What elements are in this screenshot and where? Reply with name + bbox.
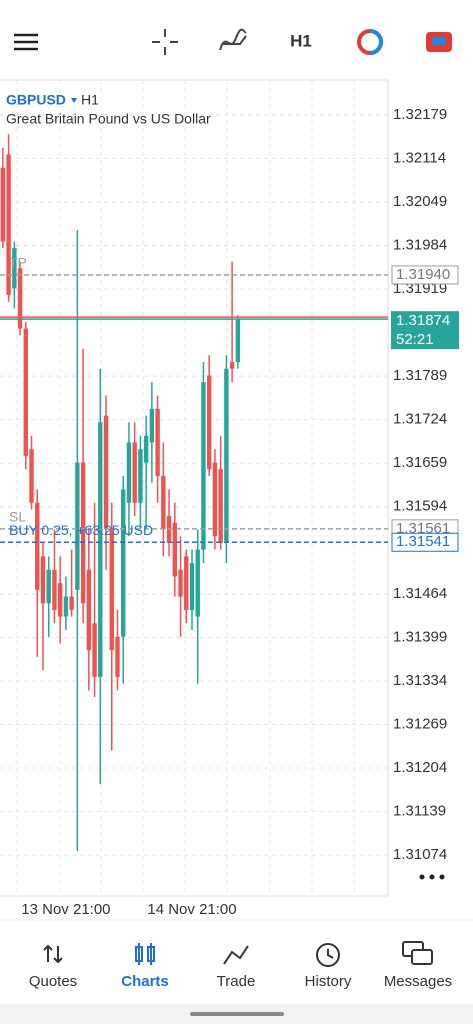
- timeframe-button[interactable]: H1: [290, 31, 312, 50]
- price-box: [391, 311, 459, 350]
- x-tick-label: 13 Nov 21:00: [21, 901, 110, 918]
- line-label[interactable]: TP: [9, 255, 27, 271]
- symbol-description: Great Britain Pound vs US Dollar: [6, 111, 211, 127]
- candle-body: [46, 569, 51, 604]
- candle-body: [29, 449, 34, 503]
- candle-body: [229, 362, 235, 369]
- x-tick-label: 14 Nov 21:00: [147, 901, 236, 918]
- price-label: 1.31541: [396, 533, 450, 550]
- line-label[interactable]: BUY 0.25, +63.25 USD: [9, 522, 153, 538]
- y-tick-label: 1.31724: [393, 411, 447, 428]
- candle-body: [224, 368, 229, 543]
- candle-body: [235, 319, 241, 363]
- candle-body: [75, 462, 80, 590]
- candle-body: [212, 462, 218, 537]
- candle-body: [17, 268, 23, 329]
- candle-body: [121, 489, 126, 637]
- candle-body: [115, 636, 120, 677]
- nav-item[interactable]: History: [305, 973, 352, 990]
- y-tick-label: 1.31984: [393, 236, 447, 253]
- y-tick-label: 1.32114: [393, 149, 446, 166]
- candle-body: [52, 569, 57, 610]
- candle-body: [98, 422, 103, 677]
- crosshair-button[interactable]: [152, 29, 178, 55]
- candle-body: [23, 328, 28, 456]
- candle-body: [92, 623, 97, 677]
- candle-body: [155, 408, 160, 476]
- y-tick-label: 1.31139: [393, 803, 446, 820]
- indicators-button[interactable]: [219, 28, 247, 51]
- nav-item[interactable]: Messages: [384, 973, 452, 990]
- home-indicator[interactable]: [190, 1012, 284, 1016]
- candle-body: [109, 529, 114, 651]
- candle-body: [63, 596, 69, 617]
- more-button[interactable]: [419, 874, 445, 880]
- y-tick-label: 1.31464: [393, 585, 447, 602]
- bar-timer: 52:21: [396, 331, 434, 348]
- candle-body: [40, 556, 46, 604]
- candle-body: [218, 469, 223, 543]
- candle-body: [0, 167, 6, 242]
- price-label: 1.31874: [396, 312, 450, 329]
- candle-body: [143, 435, 149, 463]
- line-label[interactable]: SL: [9, 509, 26, 525]
- candle-body: [184, 556, 189, 610]
- vertical-grid: [16, 80, 355, 896]
- candle-body: [195, 549, 200, 617]
- symbol[interactable]: GBPUSD: [6, 92, 66, 108]
- y-tick-label: 1.31334: [393, 672, 447, 689]
- y-tick-label: 1.31399: [393, 628, 447, 645]
- candle-body: [172, 522, 178, 577]
- price-box: [391, 532, 459, 552]
- price-label: 1.31561: [396, 520, 450, 537]
- y-tick-label: 1.31659: [393, 454, 447, 471]
- trade-button[interactable]: [426, 32, 452, 52]
- y-tick-label: 1.32049: [393, 193, 447, 210]
- price-box: [391, 265, 459, 285]
- chart-timeframe: H1: [81, 92, 99, 108]
- candle-body: [149, 408, 155, 443]
- candle-body: [57, 583, 63, 617]
- candle-body: [86, 569, 92, 651]
- nav-item[interactable]: Charts: [121, 973, 169, 990]
- hamburger-menu[interactable]: [14, 33, 38, 51]
- candle-body: [178, 569, 183, 597]
- candle-body: [35, 502, 40, 590]
- candle-body: [6, 154, 11, 296]
- candle-body: [138, 449, 143, 503]
- candle-body: [126, 442, 132, 503]
- y-tick-label: 1.31269: [393, 715, 447, 732]
- y-tick-label: 1.31074: [393, 846, 447, 863]
- candle-body: [103, 415, 109, 530]
- candle-body: [132, 442, 137, 503]
- candle-body: [12, 248, 17, 289]
- candle-body: [69, 596, 74, 610]
- nav-item[interactable]: Trade: [217, 973, 256, 990]
- y-tick-label: 1.32179: [393, 106, 447, 123]
- candle-body: [201, 382, 206, 550]
- candle-body: [206, 375, 212, 470]
- y-tick-label: 1.31789: [393, 367, 447, 384]
- candle-body: [161, 475, 166, 530]
- candle-body: [189, 563, 195, 610]
- symbol-dropdown[interactable]: [71, 98, 77, 103]
- nav-item[interactable]: Quotes: [29, 973, 77, 990]
- y-tick-label: 1.31594: [393, 498, 447, 515]
- nav-icons: [43, 941, 433, 967]
- candle-body: [80, 462, 86, 604]
- price-label: 1.31940: [396, 266, 450, 283]
- y-tick-label: 1.31204: [393, 759, 447, 776]
- theme-button[interactable]: [357, 29, 383, 55]
